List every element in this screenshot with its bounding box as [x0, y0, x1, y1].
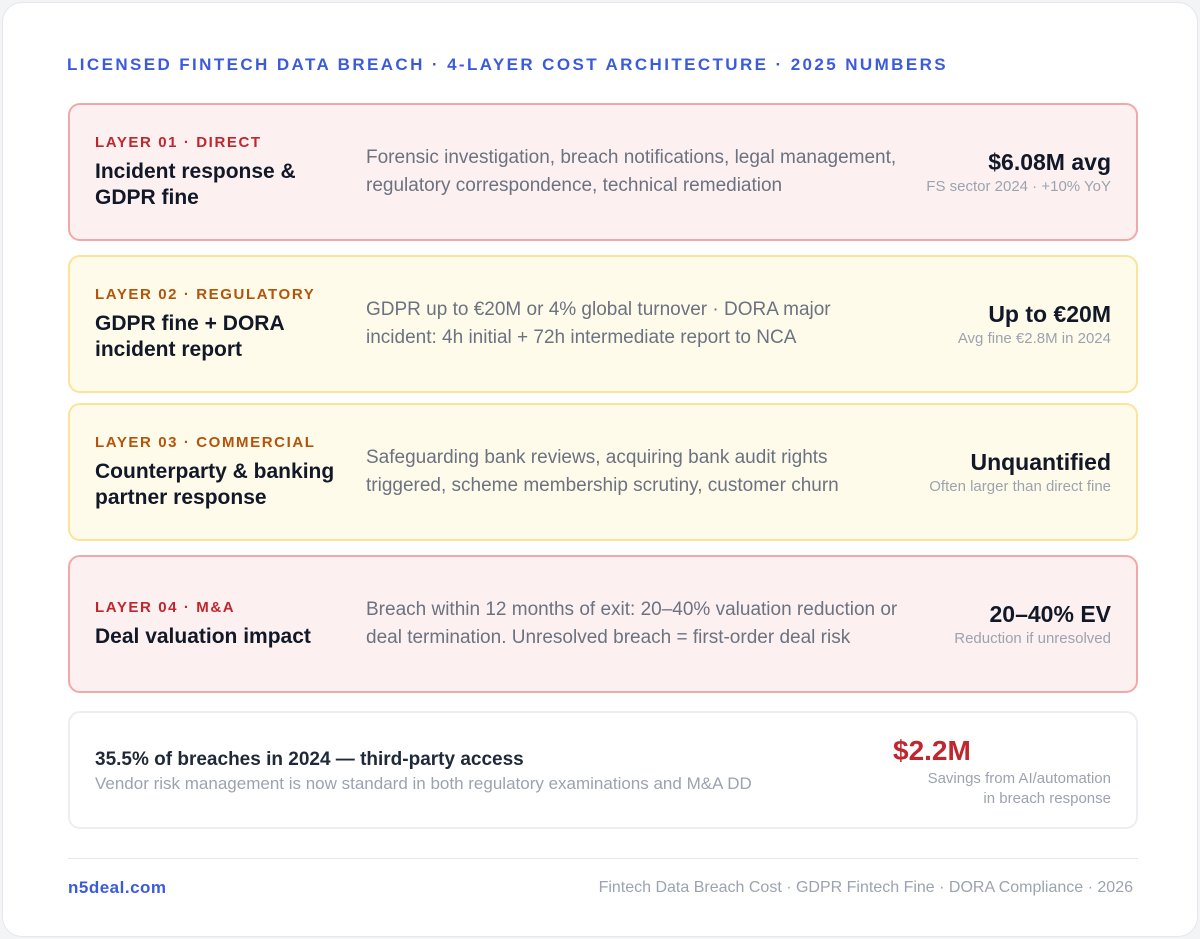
summary-note-line2: in breach response [983, 790, 1111, 807]
layer-card-regulatory: LAYER 02 · REGULATORY GDPR fine + DORA i… [68, 255, 1138, 393]
layer-description: Breach within 12 months of exit: 20–40% … [366, 599, 898, 648]
layer-tag: LAYER 01 · DIRECT [95, 133, 262, 151]
summary-subtitle: Vendor risk management is now standard i… [95, 774, 752, 793]
layer-tag: LAYER 02 · REGULATORY [95, 285, 316, 303]
summary-note-line1: Savings from AI/automation [927, 770, 1111, 787]
layer-heading: LAYER 02 · REGULATORY GDPR fine + DORA i… [95, 257, 345, 391]
layer-title: Incident response & GDPR fine [95, 159, 296, 209]
layer-value: Unquantified [970, 449, 1111, 475]
footer-tags: Fintech Data Breach Cost · GDPR Fintech … [598, 879, 1133, 896]
brand-link[interactable]: n5deal.com [68, 878, 167, 897]
layer-heading: LAYER 04 · M&A Deal valuation impact [95, 557, 345, 691]
layer-card-ma: LAYER 04 · M&A Deal valuation impact Bre… [68, 555, 1138, 693]
layer-description: GDPR up to €20M or 4% global turnover · … [366, 299, 831, 348]
layer-note: FS sector 2024 · +10% YoY [926, 178, 1111, 195]
page-title: LICENSED FINTECH DATA BREACH · 4-LAYER C… [67, 55, 948, 74]
layer-metric: 20–40% EV Reduction if unresolved [881, 557, 1111, 691]
layer-value: Up to €20M [988, 301, 1111, 327]
layer-note: Avg fine €2.8M in 2024 [957, 330, 1111, 347]
layer-title: Counterparty & banking partner response [95, 459, 335, 509]
layer-tag: LAYER 03 · COMMERCIAL [95, 433, 316, 451]
summary-text: 35.5% of breaches in 2024 — third-party … [95, 747, 752, 795]
layer-note: Often larger than direct fine [929, 478, 1111, 495]
summary-value: $2.2M [893, 735, 971, 766]
layer-tag: LAYER 04 · M&A [95, 598, 236, 616]
summary-card: 35.5% of breaches in 2024 — third-party … [68, 711, 1138, 829]
layer-heading: LAYER 01 · DIRECT Incident response & GD… [95, 105, 345, 239]
layer-note: Reduction if unresolved [954, 630, 1111, 647]
layer-value: 20–40% EV [989, 601, 1111, 627]
layer-description: Safeguarding bank reviews, acquiring ban… [366, 447, 839, 496]
layer-card-direct: LAYER 01 · DIRECT Incident response & GD… [68, 103, 1138, 241]
layer-metric: $6.08M avg FS sector 2024 · +10% YoY [881, 105, 1111, 239]
layer-value: $6.08M avg [988, 149, 1111, 175]
layer-metric: Unquantified Often larger than direct fi… [881, 405, 1111, 539]
layer-title: GDPR fine + DORA incident report [95, 311, 284, 361]
footer-divider [68, 858, 1138, 859]
summary-metric: $2.2M Savings from AI/automation in brea… [881, 733, 1111, 809]
layer-metric: Up to €20M Avg fine €2.8M in 2024 [881, 257, 1111, 391]
layer-description: Forensic investigation, breach notificat… [366, 147, 897, 196]
layer-card-commercial: LAYER 03 · COMMERCIAL Counterparty & ban… [68, 403, 1138, 541]
layer-heading: LAYER 03 · COMMERCIAL Counterparty & ban… [95, 405, 345, 539]
layer-title: Deal valuation impact [95, 624, 311, 648]
summary-title: 35.5% of breaches in 2024 — third-party … [95, 749, 524, 770]
